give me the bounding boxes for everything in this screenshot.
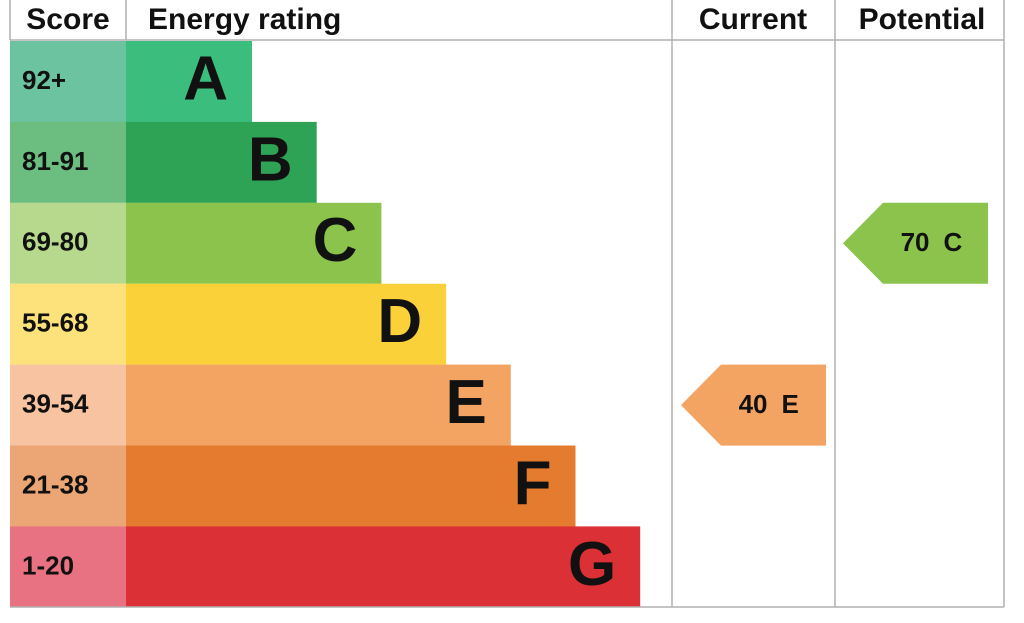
score-cell [10,526,126,608]
rating-bar [126,283,447,365]
rating-letter: G [568,530,616,599]
score-label: 92+ [22,65,66,95]
rating-bar [126,202,382,284]
header-current: Current [699,3,807,36]
rating-letter: D [377,287,422,356]
current-score: 40 [739,389,768,419]
header-score: Score [26,3,109,36]
score-cell [10,445,126,527]
score-cell [10,364,126,446]
score-label: 1-20 [22,550,74,580]
rating-letter: F [514,449,552,518]
score-cell [10,41,126,122]
rating-letter: A [183,44,228,113]
rating-letter: C [313,206,358,275]
score-label: 39-54 [22,388,89,418]
rating-bar [126,364,511,446]
rating-letter: B [248,125,293,194]
rating-letter: E [445,368,486,437]
score-cell [10,202,126,284]
rating-bar [126,41,252,122]
score-cell [10,283,126,365]
potential-score: 70 [901,227,930,257]
score-label: 69-80 [22,227,89,257]
grid [9,0,1005,608]
potential-rating: C [944,227,963,257]
score-label: 21-38 [22,469,89,499]
score-cell [10,121,126,203]
score-label: 81-91 [22,146,89,176]
header-rating: Energy rating [148,3,341,36]
rating-bar [126,526,641,608]
score-label: 55-68 [22,308,89,338]
header-potential: Potential [859,3,986,36]
current-rating: E [782,389,799,419]
current-arrow [681,364,826,446]
rating-bar [126,445,576,527]
rating-bar [126,121,317,203]
potential-arrow [843,202,988,284]
